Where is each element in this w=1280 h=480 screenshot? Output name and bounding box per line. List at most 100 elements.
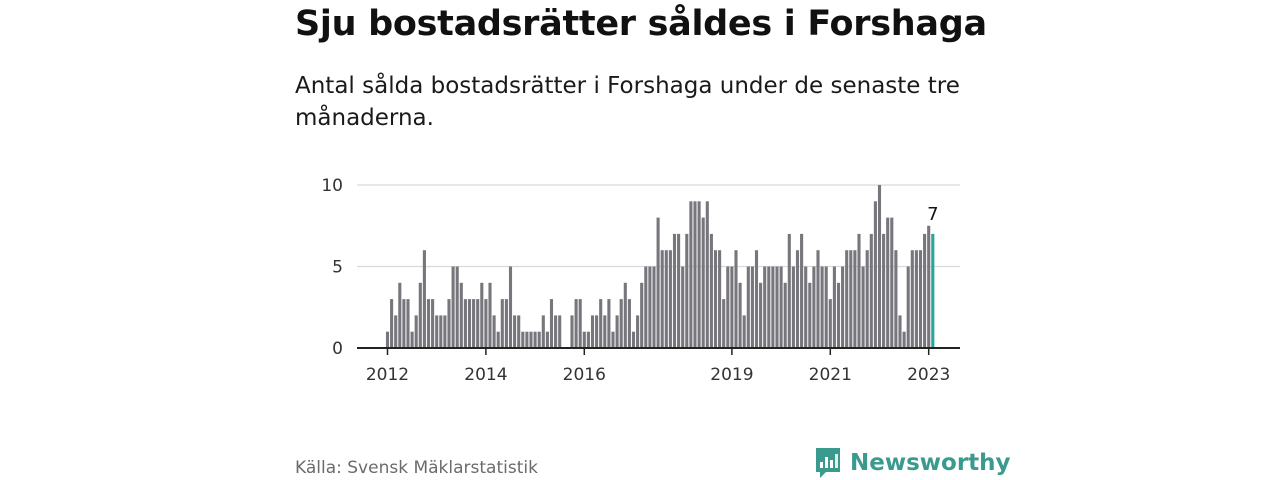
bar bbox=[820, 266, 824, 348]
bar bbox=[595, 315, 599, 348]
bar bbox=[435, 315, 439, 348]
bar bbox=[492, 315, 496, 348]
bar bbox=[754, 250, 759, 348]
bar bbox=[734, 250, 738, 348]
bar bbox=[664, 250, 668, 348]
bar bbox=[869, 233, 873, 348]
bar bbox=[652, 266, 656, 348]
bar bbox=[533, 331, 537, 348]
bar bbox=[521, 331, 525, 348]
bar bbox=[414, 315, 418, 348]
bar bbox=[554, 315, 558, 348]
bar bbox=[558, 315, 562, 348]
bar bbox=[738, 282, 742, 348]
bar bbox=[631, 331, 636, 348]
bar bbox=[873, 201, 877, 348]
bar bbox=[615, 315, 619, 348]
bar bbox=[496, 331, 500, 348]
bar bbox=[836, 282, 841, 348]
bar bbox=[660, 250, 664, 348]
bar bbox=[422, 250, 426, 348]
bar bbox=[570, 315, 574, 348]
bar bbox=[525, 331, 529, 348]
bar bbox=[545, 331, 549, 348]
bar bbox=[816, 250, 820, 348]
bar bbox=[730, 266, 734, 348]
bar bbox=[853, 250, 857, 348]
bar bbox=[886, 217, 890, 348]
bar bbox=[431, 299, 435, 348]
bar bbox=[783, 282, 787, 348]
bar bbox=[603, 315, 607, 348]
bar bbox=[611, 331, 615, 348]
bar bbox=[410, 331, 414, 348]
bar bbox=[504, 299, 508, 348]
bar bbox=[541, 315, 545, 348]
bar bbox=[672, 233, 677, 348]
x-tick-label: 2023 bbox=[907, 365, 950, 385]
chart-title: Sju bostadsrätter såldes i Forshaga bbox=[295, 4, 987, 44]
bar bbox=[894, 250, 898, 348]
bar bbox=[644, 266, 648, 348]
bar-highlight bbox=[931, 233, 935, 348]
x-tick-label: 2021 bbox=[809, 365, 852, 385]
bar bbox=[697, 201, 701, 348]
bar bbox=[890, 217, 894, 348]
bar bbox=[923, 233, 927, 348]
bar bbox=[898, 315, 902, 348]
bar bbox=[668, 250, 672, 348]
bar bbox=[529, 331, 533, 348]
bar bbox=[439, 315, 443, 348]
bar bbox=[648, 266, 652, 348]
bar bbox=[746, 266, 750, 348]
bar bbox=[500, 299, 504, 348]
bar bbox=[488, 282, 492, 348]
bar bbox=[726, 266, 730, 348]
bar bbox=[623, 282, 627, 348]
bar bbox=[517, 315, 521, 348]
bar bbox=[841, 266, 845, 348]
bar bbox=[398, 282, 402, 348]
bar bbox=[385, 331, 390, 348]
bar bbox=[795, 250, 800, 348]
bar bbox=[619, 299, 623, 348]
highlight-data-label: 7 bbox=[927, 204, 938, 225]
bar-chart: 0 5 10 2012 2014 2016 2019 2021 2023 7 bbox=[321, 176, 960, 385]
bar bbox=[508, 266, 513, 348]
x-tick-label: 2019 bbox=[710, 365, 753, 385]
bar bbox=[759, 282, 763, 348]
x-tick-label: 2014 bbox=[464, 365, 507, 385]
bar bbox=[800, 233, 804, 348]
bar bbox=[586, 331, 590, 348]
brand-name: Newsworthy bbox=[850, 450, 1011, 476]
source-note: Källa: Svensk Mäklarstatistik bbox=[295, 458, 538, 478]
bar bbox=[480, 282, 484, 348]
bar bbox=[636, 315, 640, 348]
bar bbox=[394, 315, 398, 348]
bar bbox=[582, 331, 586, 348]
bar bbox=[857, 233, 861, 348]
bar bbox=[426, 299, 431, 348]
bar bbox=[832, 266, 836, 348]
bar bbox=[804, 266, 808, 348]
bar bbox=[779, 266, 783, 348]
bar bbox=[402, 299, 406, 348]
bar bbox=[685, 233, 689, 348]
bar bbox=[713, 250, 718, 348]
bar bbox=[590, 315, 595, 348]
y-tick-label: 5 bbox=[332, 258, 343, 278]
bar bbox=[865, 250, 869, 348]
y-tick-label: 0 bbox=[332, 339, 343, 359]
bar bbox=[537, 331, 541, 348]
bar bbox=[767, 266, 771, 348]
bar bbox=[849, 250, 853, 348]
bar bbox=[574, 299, 578, 348]
bar bbox=[750, 266, 754, 348]
bar bbox=[828, 299, 832, 348]
bar bbox=[390, 299, 394, 348]
bar bbox=[918, 250, 923, 348]
bar bbox=[742, 315, 746, 348]
bar bbox=[459, 282, 463, 348]
bar bbox=[406, 299, 410, 348]
bar bbox=[701, 217, 705, 348]
